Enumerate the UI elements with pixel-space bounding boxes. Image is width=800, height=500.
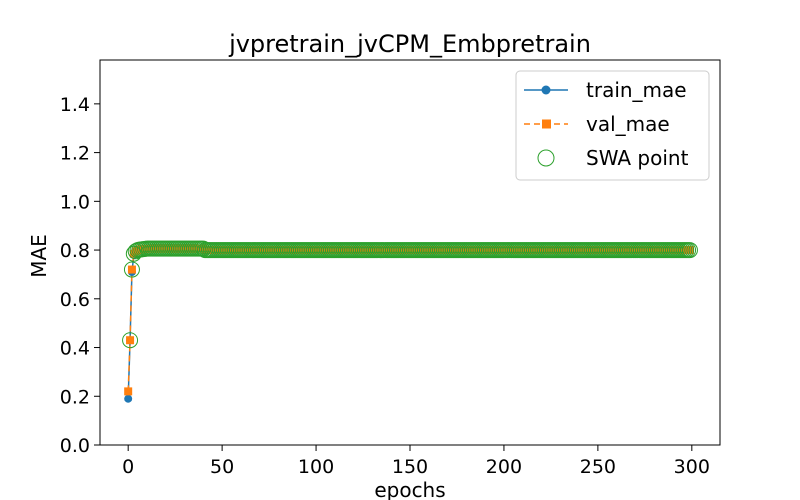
legend-label: train_mae [586, 78, 687, 102]
y-tick-label: 0.0 [60, 435, 90, 457]
val-mae-point [126, 336, 135, 345]
y-tick-label: 0.4 [60, 338, 90, 360]
train-mae-point [124, 394, 133, 403]
chart-title: jvpretrain_jvCPM_Embpretrain [228, 30, 591, 58]
plot-series [122, 240, 698, 403]
series-line-val-mae [127, 247, 690, 392]
legend-marker-swa-point [537, 149, 555, 167]
y-tick-label: 0.2 [60, 386, 90, 408]
x-axis-label: epochs [374, 478, 445, 500]
val-mae-point [127, 265, 136, 274]
swa-point [681, 242, 698, 259]
swa-point [123, 261, 140, 278]
legend: train_mae val_mae SWA point [515, 70, 710, 181]
x-tick-label: 250 [580, 456, 616, 478]
legend-label: SWA point [586, 146, 689, 170]
y-tick-label: 1.2 [60, 143, 90, 165]
x-tick-label: 0 [122, 456, 134, 478]
legend-label: val_mae [586, 112, 670, 136]
y-tick-label: 0.6 [60, 289, 90, 311]
legend-marker-val-mae [542, 119, 551, 129]
x-tick-label: 300 [674, 456, 710, 478]
y-tick-label: 0.8 [60, 240, 90, 262]
y-tick-label: 1.4 [60, 94, 90, 116]
x-tick-label: 50 [210, 456, 234, 478]
y-tick-label: 1.0 [60, 191, 90, 213]
x-tick-label: 200 [486, 456, 522, 478]
swa-point [122, 332, 139, 349]
y-axis: 0.0 0.2 0.4 0.6 0.8 1.0 1.2 1.4 [60, 94, 100, 457]
x-axis: 0 50 100 150 200 250 300 [122, 445, 710, 478]
legend-marker-train-mae [541, 85, 551, 95]
x-tick-label: 100 [298, 456, 334, 478]
x-tick-label: 150 [392, 456, 428, 478]
series-line-train-mae [127, 247, 690, 399]
y-axis-label: MAE [27, 234, 51, 278]
legend-box [515, 70, 710, 181]
val-mae-point [124, 387, 133, 396]
plot-frame [99, 59, 721, 446]
